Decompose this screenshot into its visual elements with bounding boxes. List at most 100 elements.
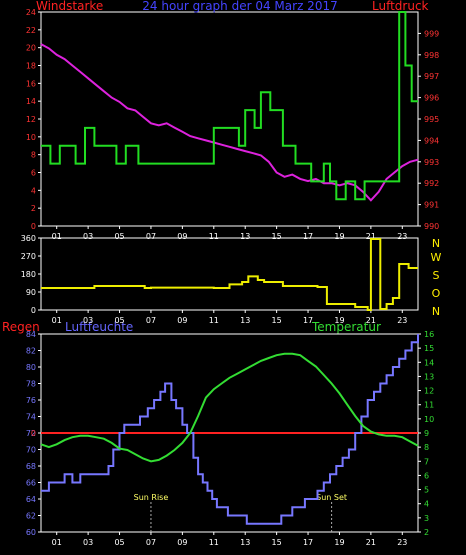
humidity-tick-label: 70 [26,446,36,455]
x-tick-label: 15 [272,232,282,241]
wind-speed-line [41,11,418,201]
pressure-tick-label: 990 [424,222,439,231]
temperature-tick-label: 7 [424,457,429,466]
compass-label: W [431,251,442,264]
x-tick-label: 03 [83,316,93,325]
wind-tick-label: 2 [31,204,36,213]
temperature-line [40,352,419,463]
humidity-tick-label: 62 [26,512,36,521]
temperature-tick-label: 10 [424,415,434,424]
temperature-tick-label: 4 [424,500,429,509]
x-tick-label: 03 [83,538,93,547]
pressure-tick-label: 998 [424,51,439,60]
wind-direction-line [41,238,418,311]
x-tick-label: 13 [240,316,250,325]
pressure-axis-label: Luftdruck [372,0,429,13]
x-tick-label: 01 [52,232,62,241]
x-tick-label: 19 [334,316,344,325]
wind-tick-label: 8 [31,151,36,160]
temperature-tick-label: 8 [424,443,429,452]
sun-annotation: Sun Set [316,493,347,502]
wind-speed-axis-label: Windstarke [36,0,103,13]
x-tick-label: 07 [146,232,156,241]
x-tick-label: 17 [303,538,313,547]
temperature-tick-label: 5 [424,486,429,495]
compass-label: S [433,269,440,282]
temperature-tick-label: 12 [424,387,434,396]
sun-annotation: Sun Rise [134,493,169,502]
humidity-axis-label: Luftfeuchte [65,320,133,334]
temperature-tick-label: 16 [424,330,434,339]
wind-tick-label: 4 [31,186,36,195]
humidity-tick-label: 72 [26,429,36,438]
pressure-tick-label: 994 [424,136,439,145]
wind-tick-label: 22 [26,26,36,35]
x-tick-label: 23 [397,232,407,241]
x-tick-label: 05 [114,538,124,547]
temperature-axis-label: Temperatur [311,320,381,334]
x-tick-label: 13 [240,538,250,547]
humidity-tick-label: 74 [26,413,36,422]
x-tick-label: 07 [146,538,156,547]
x-tick-label: 09 [177,232,187,241]
compass-label: N [432,305,440,318]
x-tick-label: 17 [303,232,313,241]
x-tick-label: 21 [366,316,376,325]
humidity-tick-label: 80 [26,363,36,372]
wind-tick-label: 0 [31,222,36,231]
pressure-tick-label: 995 [424,115,439,124]
x-tick-label: 03 [83,232,93,241]
humidity-tick-label: 66 [26,479,36,488]
direction-tick-label: 360 [21,234,36,243]
direction-tick-label: 180 [21,270,36,279]
x-tick-label: 07 [146,316,156,325]
wind-tick-label: 24 [26,8,36,17]
wind-tick-label: 12 [26,115,36,124]
temperature-tick-label: 11 [424,401,434,410]
x-tick-label: 17 [303,316,313,325]
x-tick-label: 01 [52,538,62,547]
temperature-tick-label: 6 [424,471,429,480]
x-tick-label: 21 [366,232,376,241]
pressure-tick-label: 996 [424,94,439,103]
temperature-tick-label: 13 [424,372,434,381]
pressure-tick-label: 992 [424,179,439,188]
temperature-tick-label: 15 [424,344,434,353]
direction-tick-label: 270 [21,252,36,261]
x-tick-label: 23 [397,538,407,547]
wind-tick-label: 18 [26,62,36,71]
x-tick-label: 05 [114,316,124,325]
humidity-line [41,334,419,525]
pressure-tick-label: 993 [424,158,439,167]
compass-label: N [432,237,440,250]
x-tick-label: 23 [397,316,407,325]
humidity-tick-label: 76 [26,396,36,405]
wind-tick-label: 6 [31,169,36,178]
x-tick-label: 11 [209,232,219,241]
temperature-tick-label: 2 [424,528,429,537]
humidity-tick-label: 82 [26,347,36,356]
x-tick-label: 05 [114,232,124,241]
humidity-tick-label: 60 [26,528,36,537]
temperature-tick-label: 3 [424,514,429,523]
x-tick-label: 15 [272,538,282,547]
x-tick-label: 11 [209,316,219,325]
humidity-tick-label: 68 [26,462,36,471]
x-tick-label: 09 [177,316,187,325]
x-tick-label: 19 [334,538,344,547]
temperature-tick-label: 9 [424,429,429,438]
humidity-tick-label: 78 [26,380,36,389]
graph-title: 24 hour graph der 04 Marz 2017 [142,0,337,13]
direction-tick-label: 90 [26,288,36,297]
x-tick-label: 13 [240,232,250,241]
direction-tick-label: 0 [31,306,36,315]
x-tick-label: 09 [177,538,187,547]
x-tick-label: 21 [366,538,376,547]
rain-axis-label: Regen [2,320,40,334]
wind-tick-label: 10 [26,133,36,142]
rain-tick-label: 0 [31,429,36,438]
humidity-tick-label: 84 [26,330,36,339]
pressure-tick-label: 991 [424,201,439,210]
pressure-tick-label: 999 [424,29,439,38]
